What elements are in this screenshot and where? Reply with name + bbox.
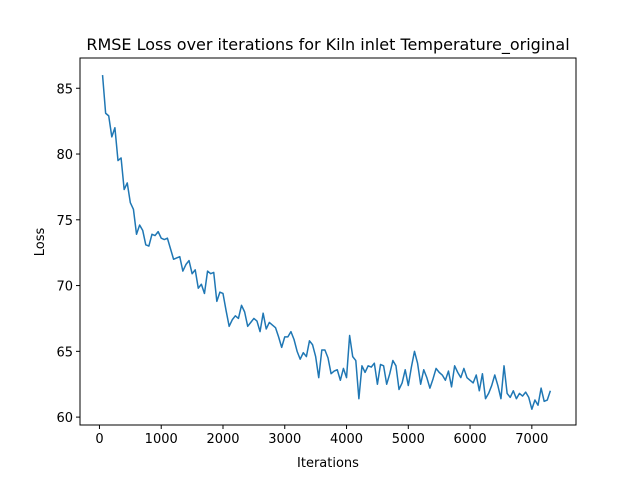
y-tick-label: 85 <box>56 82 73 97</box>
y-tick-label: 70 <box>56 280 73 295</box>
y-axis-label: Loss <box>33 228 48 257</box>
y-tick-label: 80 <box>56 148 73 163</box>
x-tick-label: 0 <box>95 432 103 447</box>
plot-frame <box>79 57 577 426</box>
x-axis-label: Iterations <box>297 456 359 471</box>
x-tick-label: 2000 <box>206 432 239 447</box>
y-tick-label: 65 <box>56 345 73 360</box>
x-tick-label: 6000 <box>454 432 487 447</box>
x-tick-label: 1000 <box>145 432 178 447</box>
x-tick-label: 5000 <box>392 432 425 447</box>
x-tick-label: 3000 <box>268 432 301 447</box>
data-line <box>101 75 552 410</box>
x-tick-label: 7000 <box>515 432 548 447</box>
y-tick-label: 75 <box>56 214 73 229</box>
chart-title: RMSE Loss over iterations for Kiln inlet… <box>86 35 569 55</box>
x-tick-label: 4000 <box>330 432 363 447</box>
y-tick-label: 60 <box>56 411 73 426</box>
